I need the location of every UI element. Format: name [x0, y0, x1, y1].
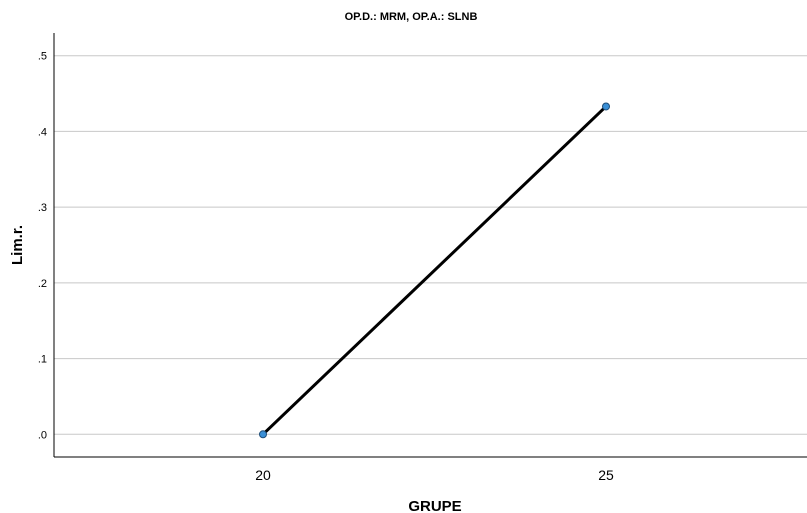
y-tick-label: .0 [38, 429, 47, 441]
x-tick-labels: 20 25 [255, 467, 614, 483]
series-line [261, 105, 608, 436]
gridlines [54, 55, 807, 435]
y-tick-label: .4 [38, 126, 47, 138]
chart-title: OP.D.: MRM, OP.A.: SLNB [345, 11, 478, 23]
y-axis-title: Lim.r. [9, 225, 26, 265]
x-tick-label: 20 [255, 467, 271, 483]
x-tick-label: 25 [598, 467, 614, 483]
y-tick-label: .1 [38, 354, 47, 366]
y-tick-label: .2 [38, 278, 47, 290]
y-tick-label: .3 [38, 202, 47, 214]
data-point [259, 430, 267, 439]
data-point [602, 102, 610, 111]
x-axis-title: GRUPE [408, 498, 461, 513]
y-tick-label: .5 [38, 51, 47, 63]
y-tick-labels: .0 .1 .2 .3 .4 .5 [38, 51, 47, 442]
series-layer [259, 102, 610, 439]
